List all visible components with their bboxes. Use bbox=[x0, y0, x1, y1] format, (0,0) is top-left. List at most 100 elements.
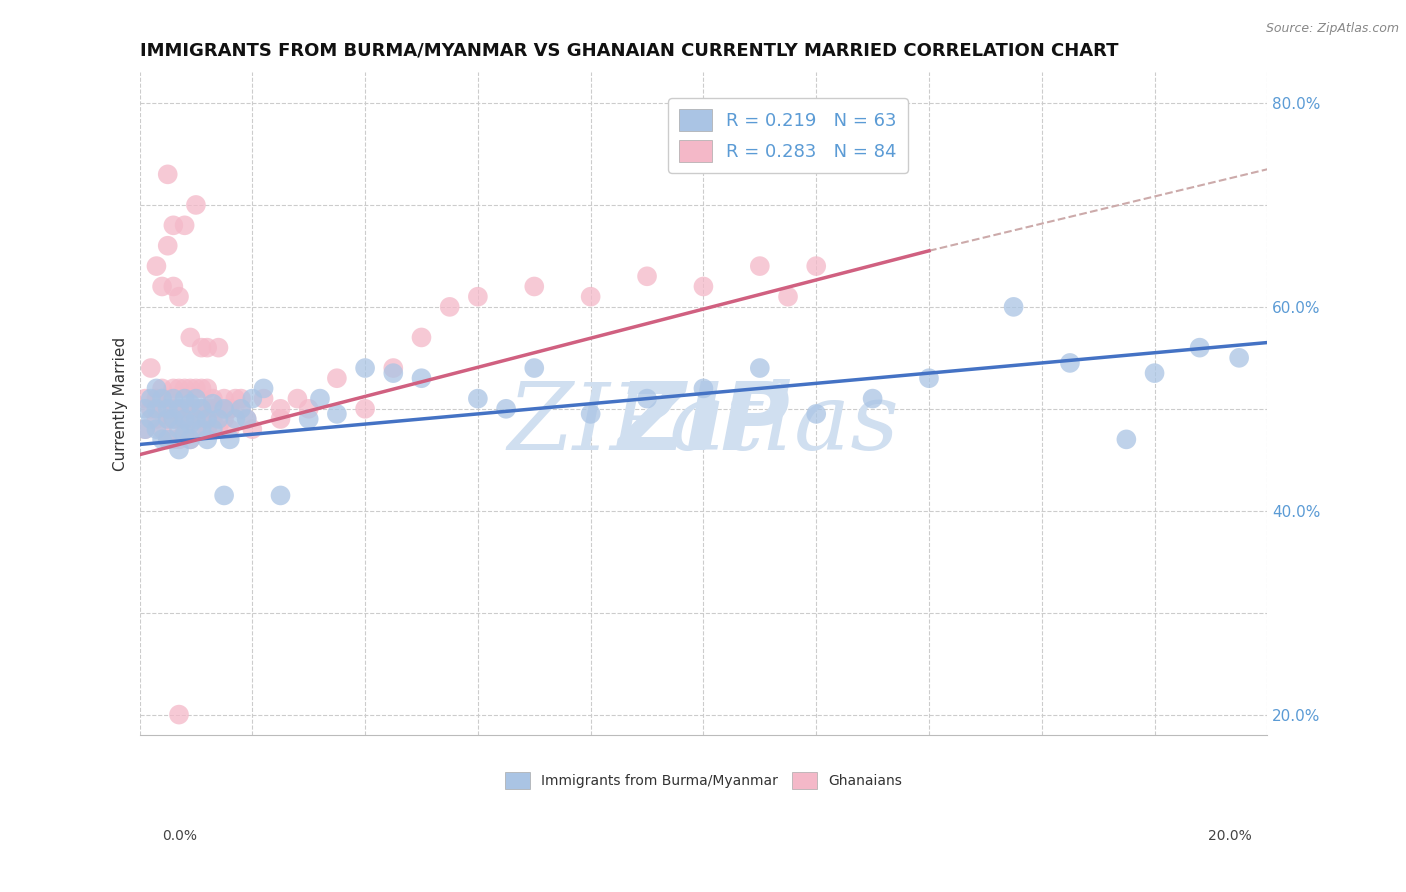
Point bbox=[167, 401, 190, 416]
Point bbox=[145, 381, 167, 395]
Point bbox=[354, 361, 377, 376]
Point bbox=[134, 422, 156, 436]
Point bbox=[207, 341, 229, 355]
Point bbox=[150, 392, 173, 406]
Point bbox=[179, 417, 201, 431]
Point bbox=[298, 412, 321, 426]
Point bbox=[184, 401, 207, 416]
Point bbox=[173, 381, 195, 395]
Text: ZIP: ZIP bbox=[617, 377, 790, 469]
Point bbox=[195, 422, 218, 436]
Point bbox=[156, 167, 179, 181]
Point bbox=[190, 401, 212, 416]
Point bbox=[806, 259, 828, 273]
Point bbox=[218, 433, 240, 447]
Point bbox=[190, 381, 212, 395]
Point bbox=[212, 392, 235, 406]
Point bbox=[195, 381, 218, 395]
Point bbox=[207, 401, 229, 416]
Text: ZIPatlas: ZIPatlas bbox=[508, 378, 900, 468]
Point bbox=[190, 422, 212, 436]
Point bbox=[167, 290, 190, 304]
Point bbox=[162, 279, 184, 293]
Point bbox=[134, 401, 156, 416]
Point bbox=[636, 269, 658, 284]
Point bbox=[467, 392, 489, 406]
Point bbox=[229, 401, 252, 416]
Point bbox=[139, 412, 162, 426]
Point bbox=[150, 381, 173, 395]
Point bbox=[162, 433, 184, 447]
Point bbox=[523, 279, 546, 293]
Text: IMMIGRANTS FROM BURMA/MYANMAR VS GHANAIAN CURRENTLY MARRIED CORRELATION CHART: IMMIGRANTS FROM BURMA/MYANMAR VS GHANAIA… bbox=[139, 42, 1118, 60]
Point bbox=[195, 412, 218, 426]
Point bbox=[179, 381, 201, 395]
Point bbox=[523, 361, 546, 376]
Point bbox=[156, 433, 179, 447]
Text: 20.0%: 20.0% bbox=[1208, 829, 1251, 843]
Point bbox=[145, 392, 167, 406]
Point bbox=[326, 371, 349, 385]
Point bbox=[207, 412, 229, 426]
Point bbox=[862, 392, 884, 406]
Point bbox=[139, 361, 162, 376]
Point bbox=[287, 392, 309, 406]
Point bbox=[184, 412, 207, 426]
Point bbox=[184, 198, 207, 212]
Point bbox=[748, 259, 770, 273]
Point bbox=[776, 290, 799, 304]
Point bbox=[1227, 351, 1250, 365]
Point bbox=[298, 401, 321, 416]
Point bbox=[156, 412, 179, 426]
Point bbox=[212, 412, 235, 426]
Point bbox=[145, 412, 167, 426]
Point bbox=[218, 401, 240, 416]
Point bbox=[139, 401, 162, 416]
Point bbox=[162, 392, 184, 406]
Point bbox=[173, 412, 195, 426]
Point bbox=[150, 401, 173, 416]
Point bbox=[150, 433, 173, 447]
Point bbox=[156, 401, 179, 416]
Point bbox=[309, 392, 332, 406]
Point bbox=[218, 401, 240, 416]
Point bbox=[195, 341, 218, 355]
Point bbox=[179, 412, 201, 426]
Text: 0.0%: 0.0% bbox=[162, 829, 197, 843]
Point bbox=[150, 279, 173, 293]
Point bbox=[184, 381, 207, 395]
Point bbox=[692, 381, 714, 395]
Point bbox=[224, 392, 246, 406]
Point bbox=[167, 433, 190, 447]
Point bbox=[190, 412, 212, 426]
Point bbox=[411, 371, 433, 385]
Point bbox=[240, 392, 263, 406]
Point bbox=[201, 401, 224, 416]
Point bbox=[173, 219, 195, 233]
Point bbox=[201, 392, 224, 406]
Point bbox=[173, 401, 195, 416]
Point bbox=[162, 219, 184, 233]
Point bbox=[382, 361, 405, 376]
Point bbox=[229, 392, 252, 406]
Point bbox=[156, 433, 179, 447]
Point bbox=[495, 401, 517, 416]
Point bbox=[235, 412, 257, 426]
Point bbox=[162, 412, 184, 426]
Point bbox=[167, 401, 190, 416]
Point bbox=[173, 392, 195, 406]
Point bbox=[145, 422, 167, 436]
Point bbox=[145, 401, 167, 416]
Point bbox=[229, 401, 252, 416]
Point bbox=[162, 401, 184, 416]
Point bbox=[201, 422, 224, 436]
Point bbox=[212, 488, 235, 502]
Point bbox=[252, 392, 274, 406]
Point bbox=[167, 412, 190, 426]
Point bbox=[167, 381, 190, 395]
Point bbox=[179, 433, 201, 447]
Point bbox=[134, 392, 156, 406]
Point bbox=[179, 330, 201, 344]
Point bbox=[139, 392, 162, 406]
Point bbox=[579, 290, 602, 304]
